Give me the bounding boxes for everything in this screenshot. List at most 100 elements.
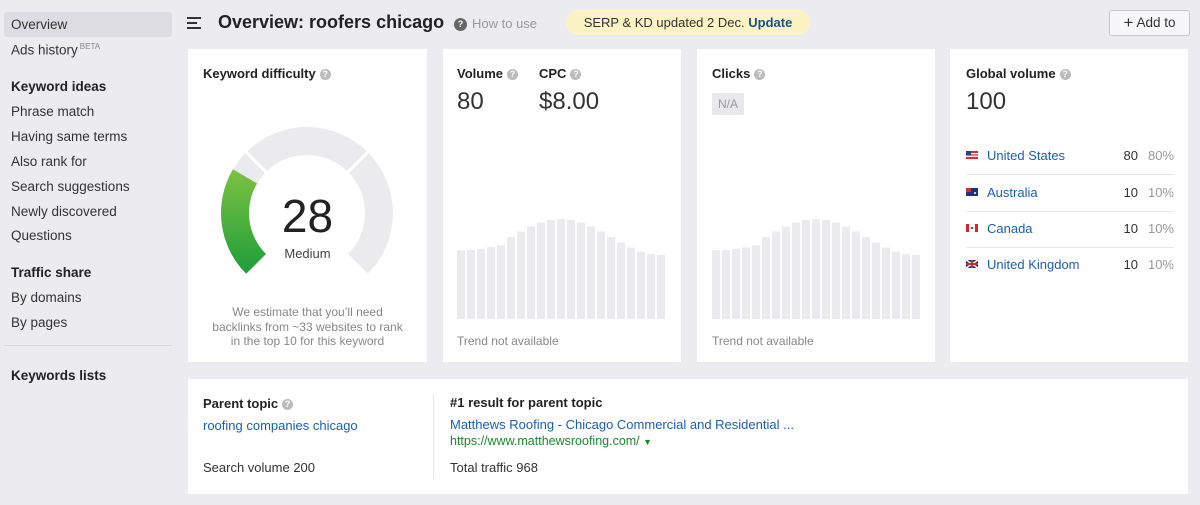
kd-note: We estimate that you’ll need backlinks f…	[212, 305, 403, 348]
trend-bar	[722, 249, 730, 319]
flag-us	[966, 151, 978, 159]
active-item-bg	[4, 12, 172, 37]
country-share: 10%	[1147, 257, 1174, 272]
country-share: 10%	[1147, 185, 1174, 200]
help-icon: ?	[507, 69, 518, 80]
menu-icon[interactable]	[187, 16, 203, 30]
trend-bar	[627, 247, 635, 319]
trend-bar	[892, 251, 900, 319]
trend-bar	[912, 255, 920, 319]
trend-bar	[617, 242, 625, 319]
flag-uk	[966, 260, 978, 268]
update-link[interactable]: Update	[748, 15, 793, 30]
nav-item[interactable]: Ads history BETA	[11, 42, 100, 58]
card-title: Global volume?	[966, 66, 1071, 81]
country-row: Canada 10 10%	[966, 211, 1174, 248]
nav-section: Traffic share	[11, 265, 92, 280]
gauge-fill	[221, 169, 266, 274]
country-share: 10%	[1147, 221, 1174, 236]
title-text: CPC	[539, 66, 567, 81]
trend-bar	[497, 245, 505, 319]
nav-item[interactable]: Questions	[11, 228, 72, 243]
trend-bar	[822, 219, 830, 319]
how-to-use[interactable]: How to use	[472, 16, 538, 31]
trend-bar	[477, 248, 485, 319]
trend-bar	[742, 247, 750, 319]
card-title: Clicks?	[712, 66, 766, 81]
notice-text: SERP & KD updated 2 Dec.	[583, 15, 745, 30]
parent-topic-link[interactable]: roofing companies chicago	[203, 418, 358, 433]
url-text[interactable]: https://www.matthewsroofing.com/	[450, 434, 640, 448]
nav-item[interactable]: Also rank for	[11, 154, 87, 169]
volume-value: 80	[457, 88, 484, 115]
trend-bar	[587, 226, 595, 319]
country-volume: 10	[1123, 221, 1138, 236]
gauge-track	[221, 127, 393, 274]
country-link[interactable]: United Kingdom	[987, 257, 1080, 272]
trend-bar	[872, 242, 880, 319]
result-link[interactable]: Matthews Roofing - Chicago Commercial an…	[450, 417, 794, 432]
kd-label: Medium	[284, 246, 331, 261]
nav-item[interactable]: By domains	[11, 290, 82, 305]
gauge-separator	[346, 150, 370, 174]
trend-bar	[657, 255, 665, 319]
trend-bar	[597, 231, 605, 319]
card-title: CPC?	[539, 66, 582, 81]
trend-bar	[567, 219, 575, 319]
nav-item[interactable]: By pages	[11, 315, 68, 330]
nav-item[interactable]: Search suggestions	[11, 179, 130, 194]
trend-note: Trend not available	[712, 334, 814, 348]
card-title: Volume?	[457, 66, 518, 81]
nav-item[interactable]: Newly discovered	[11, 204, 117, 219]
country-link[interactable]: Australia	[987, 185, 1038, 200]
trend-bar	[547, 219, 555, 319]
title-text: Clicks	[712, 66, 751, 81]
country-link[interactable]: United States	[987, 148, 1066, 163]
help-icon: ?	[454, 18, 467, 31]
trend-bar	[527, 226, 535, 319]
trend-bar	[457, 250, 465, 319]
flag-au	[966, 188, 978, 196]
divider	[4, 345, 172, 346]
nav-item[interactable]: Having same terms	[11, 129, 128, 144]
nav-section: Keyword ideas	[11, 79, 107, 94]
help-icon: ?	[282, 399, 294, 410]
trend-bar	[537, 222, 545, 319]
title-text: Global volume	[966, 66, 1056, 81]
country-link[interactable]: Canada	[987, 221, 1033, 236]
help-link[interactable]: ? How to use	[450, 16, 537, 31]
divider	[433, 394, 434, 479]
country-row: United Kingdom 10 10%	[966, 247, 1174, 283]
cpc-value: $8.00	[539, 88, 600, 115]
nav-item[interactable]: Phrase match	[11, 104, 95, 119]
flag-ca	[966, 224, 978, 232]
add-to-button[interactable]: + Add to	[1109, 10, 1190, 36]
nav-label[interactable]: Ads history	[11, 42, 78, 58]
trend-bar	[842, 226, 850, 319]
trend-placeholder	[712, 219, 920, 319]
parent-topic-card: Parent topic? roofing companies chicago …	[188, 379, 1188, 494]
trend-bar	[762, 237, 770, 319]
kd-card: Keyword difficulty? 28 Medium We estimat…	[188, 49, 427, 362]
total-traffic: Total traffic 968	[450, 460, 538, 475]
nav-item[interactable]: Keywords lists	[11, 368, 107, 383]
button-label[interactable]: Add to	[1136, 15, 1176, 30]
global-volume-value: 100	[966, 88, 1007, 115]
help-icon: ?	[570, 69, 582, 80]
nav-item[interactable]: Overview	[11, 17, 68, 32]
page-title: Overview: roofers chicago	[218, 12, 445, 32]
dropdown-caret[interactable]: ▼	[643, 437, 653, 447]
title-text: Keyword difficulty	[203, 66, 316, 81]
trend-bar	[467, 249, 475, 319]
plus-icon: +	[1123, 13, 1134, 32]
help-icon: ?	[754, 69, 766, 80]
update-notice: SERP & KD updated 2 Dec. Update	[566, 10, 810, 35]
trend-bar	[647, 254, 655, 319]
search-volume: Search volume 200	[203, 460, 316, 475]
kd-value: 28	[281, 190, 334, 242]
title-text: Parent topic	[203, 396, 279, 411]
trend-placeholder	[457, 219, 665, 319]
country-volume: 10	[1123, 257, 1138, 272]
result-url[interactable]: https://www.matthewsroofing.com/ ▼	[450, 434, 652, 448]
